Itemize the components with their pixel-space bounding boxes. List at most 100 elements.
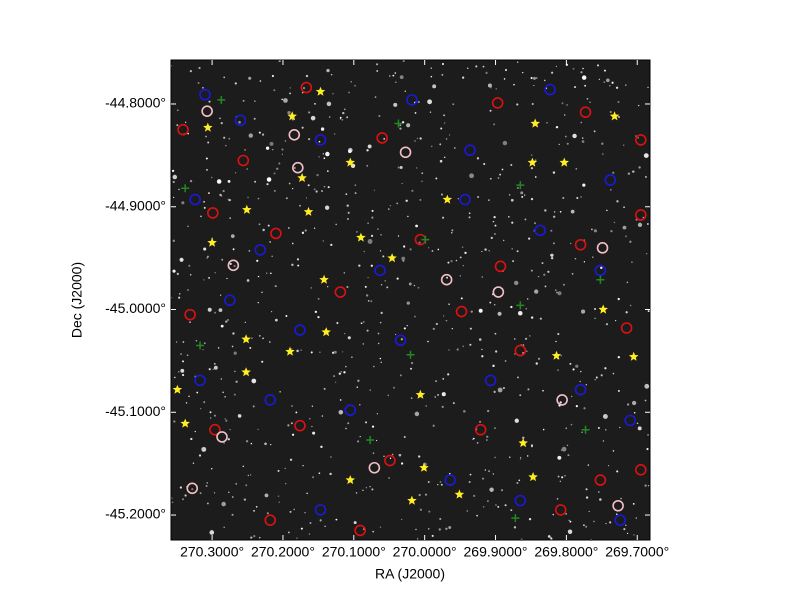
background-star [325, 151, 330, 157]
background-star [399, 374, 402, 377]
background-star [330, 73, 333, 76]
background-star [522, 436, 525, 439]
background-star [629, 304, 632, 307]
background-star [526, 298, 529, 300]
background-star [427, 480, 430, 484]
background-star [526, 455, 529, 457]
background-star [181, 373, 185, 377]
background-star [638, 104, 640, 107]
background-star [445, 527, 448, 530]
background-star [220, 378, 223, 380]
background-star [324, 525, 326, 527]
background-star [354, 192, 357, 195]
background-star [482, 65, 485, 68]
marker-cross [394, 119, 403, 128]
background-star [625, 235, 627, 238]
background-star [452, 103, 455, 106]
background-star [495, 88, 497, 90]
x-tick-label: 270.2000° [251, 544, 315, 560]
background-star [625, 84, 627, 86]
background-star [516, 186, 519, 189]
background-star [441, 62, 445, 66]
background-star [583, 407, 586, 410]
background-star [246, 168, 248, 170]
background-star [495, 350, 498, 353]
background-star [585, 384, 587, 386]
background-star [606, 78, 610, 83]
background-star [380, 284, 383, 286]
background-star [555, 340, 557, 343]
background-star [297, 264, 300, 267]
background-star [371, 425, 375, 428]
x-tick-label: 269.7000° [605, 544, 669, 560]
background-star [358, 264, 361, 267]
background-star [290, 422, 293, 425]
background-star [534, 159, 537, 162]
background-star [530, 269, 533, 272]
background-star [419, 137, 422, 140]
background-star [289, 458, 293, 461]
background-star [309, 522, 312, 525]
background-star [235, 172, 237, 174]
background-star [460, 297, 463, 300]
background-star [511, 221, 514, 224]
background-star [579, 380, 581, 383]
background-star [310, 351, 313, 354]
background-star [493, 390, 496, 393]
background-star [380, 234, 382, 236]
background-star [388, 477, 391, 479]
background-star [347, 218, 349, 220]
marker-star [172, 384, 183, 394]
background-star [413, 284, 416, 287]
background-star [452, 402, 455, 405]
background-star [176, 109, 179, 112]
background-star [528, 517, 532, 521]
background-star [542, 389, 544, 392]
background-star [305, 197, 308, 199]
background-star [448, 472, 451, 475]
background-star [326, 170, 329, 172]
background-star [224, 396, 226, 398]
background-star [295, 411, 298, 414]
background-star [391, 453, 394, 456]
background-star [478, 338, 482, 341]
background-star [442, 315, 445, 317]
background-star [322, 153, 325, 155]
background-star [476, 441, 479, 444]
background-star [519, 458, 522, 460]
background-star [594, 308, 597, 310]
background-star [582, 183, 586, 187]
background-star [565, 427, 568, 430]
background-star [410, 361, 414, 365]
background-star [557, 332, 560, 336]
background-star [609, 85, 611, 87]
background-star [575, 405, 578, 408]
background-star [539, 317, 542, 320]
background-star [488, 470, 491, 473]
background-star [610, 229, 613, 233]
x-tick-label: 269.8000° [534, 544, 598, 560]
background-star [208, 368, 211, 371]
marker-circle [634, 134, 647, 146]
background-star [251, 378, 257, 384]
background-star [248, 133, 253, 138]
background-star [287, 227, 290, 229]
background-star [351, 356, 353, 358]
marker-circle [384, 454, 396, 467]
background-star [541, 262, 544, 265]
background-star [393, 102, 398, 107]
marker-circle [194, 374, 206, 387]
background-star [417, 100, 420, 104]
background-star [367, 144, 372, 149]
background-star [567, 454, 570, 457]
background-star [345, 427, 347, 430]
background-star [278, 501, 280, 503]
background-star [182, 341, 185, 343]
background-star [353, 521, 357, 525]
background-star [581, 309, 586, 314]
background-star [214, 272, 216, 274]
markers [172, 81, 647, 537]
background-star [481, 348, 483, 351]
background-star [235, 380, 238, 383]
background-star [185, 402, 188, 404]
